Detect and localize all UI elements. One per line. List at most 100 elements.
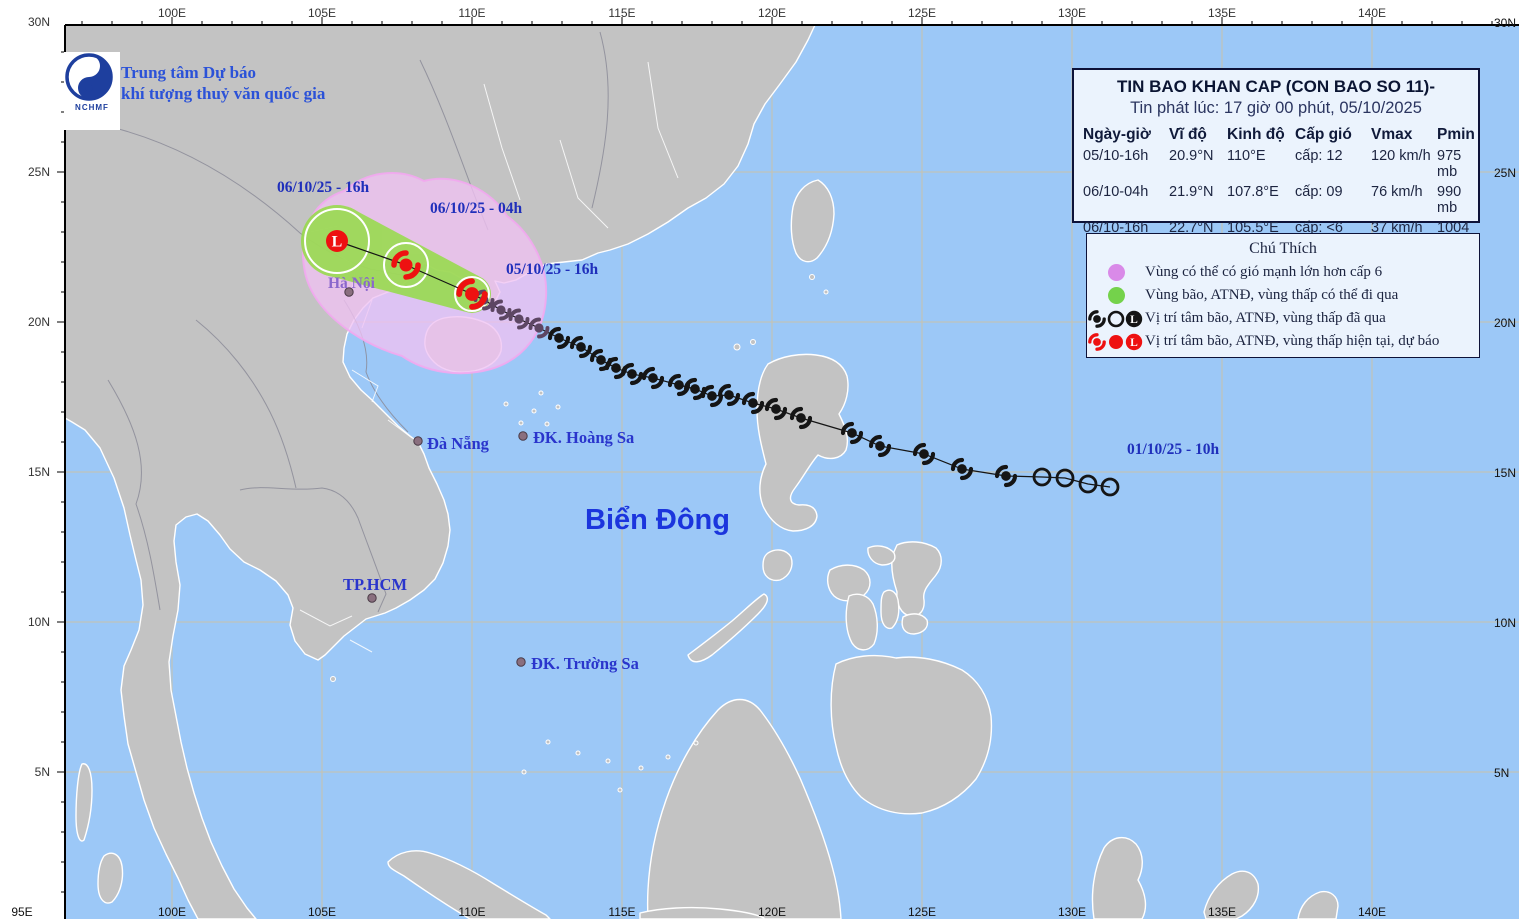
bulletin-cell: cấp: 12 <box>1295 148 1343 164</box>
cebu-island <box>880 589 900 630</box>
legend-item-current-forecast: L Vị trí tâm bão, ATNĐ, vùng thấp hiện t… <box>1087 330 1479 353</box>
current-forecast-icons: L <box>1088 332 1143 351</box>
bulletin-cell: 06/10-04h <box>1083 184 1149 200</box>
lat-label-left: 20N <box>28 315 50 329</box>
bulletin-col-header: Vĩ độ <box>1169 126 1207 143</box>
forecast-low-icon: L <box>326 230 348 252</box>
lat-label-right: 5N <box>1494 766 1509 780</box>
borneo-island <box>646 698 842 919</box>
track-date-label: 05/10/25 - 16h <box>506 261 599 278</box>
lon-label-bottom: 95E <box>11 905 32 919</box>
legend-item-violet-area: Vùng có thể có gió mạnh lớn hơn cấp 6 <box>1087 261 1479 284</box>
negros-island <box>845 593 878 651</box>
city-label: Hà Nội <box>328 275 376 292</box>
svg-text:L: L <box>332 234 343 251</box>
bulletin-cell: 110°E <box>1227 148 1266 164</box>
track-date-label: 06/10/25 - 04h <box>430 200 523 217</box>
lon-label-bottom: 105E <box>308 905 336 919</box>
legend-label: Vị trí tâm bão, ATNĐ, vùng thấp đã qua <box>1145 310 1386 326</box>
lon-label-top: 120E <box>758 6 786 20</box>
bulletin-cell: 05/10-16h <box>1083 148 1149 164</box>
nchmf-abbr: NCHMF <box>75 103 109 112</box>
forecast-uncertainty-circle <box>383 242 429 288</box>
bulletin-panel: TIN BAO KHAN CAP (CON BAO SO 11)- Tin ph… <box>1072 68 1480 252</box>
lat-label-right: 25N <box>1494 166 1516 180</box>
lon-label-top: 110E <box>458 6 485 20</box>
legend-label: Vị trí tâm bão, ATNĐ, vùng thấp hiện tại… <box>1145 333 1440 349</box>
lat-label-left: 25N <box>28 165 50 179</box>
lat-label-left: 10N <box>28 615 50 629</box>
luzon-island <box>756 353 849 532</box>
samar-leyte <box>891 541 942 617</box>
past-depression-ring-icon <box>1032 467 1052 487</box>
city-dot <box>413 436 423 446</box>
city-dot <box>344 287 354 297</box>
lat-label-left: 15N <box>28 465 50 479</box>
island-southeast-1 <box>1203 870 1260 919</box>
bulletin-cell: cấp: <6 <box>1295 220 1343 236</box>
bulletin-cell: 990 mb <box>1437 184 1462 216</box>
bulletin-table: Ngày-giờ Vĩ độ Kinh độ Cấp gió Vmax Pmin 05/10… <box>1074 126 1478 252</box>
lon-label-top: 100E <box>158 6 186 20</box>
taiwan-island <box>790 179 835 263</box>
andaman-islet-2 <box>97 852 124 904</box>
lon-label-bottom: 115E <box>608 905 635 919</box>
lat-label-right: 20N <box>1494 316 1516 330</box>
mindoro-island <box>762 549 793 582</box>
violet-area-icon <box>1107 264 1125 281</box>
bulletin-cell: 120 km/h <box>1371 148 1431 164</box>
axis-ticks-labels: 95E 100E 100E 105E 105E 110E 110E 115E 115E 120E 1… <box>11 6 1516 919</box>
mindanao-island <box>830 654 993 815</box>
track-date-label: 01/10/25 - 10h <box>1127 441 1220 458</box>
lon-label-bottom: 135E <box>1208 905 1236 919</box>
bulletin-issued-time: Tin phát lúc: 17 giờ 00 phút, 05/10/2025 <box>1130 99 1422 117</box>
bulletin-cell: 22.7°N <box>1169 220 1214 236</box>
legend-item-green-area: Vùng bão, ATNĐ, vùng thấp có thể đi qua <box>1087 284 1479 307</box>
legend-title: Chú Thích <box>1249 240 1317 257</box>
bulletin-cell: 37 km/h <box>1371 220 1423 236</box>
bulletin-cell: cấp: 09 <box>1295 184 1343 200</box>
lon-label-bottom: 130E <box>1058 905 1086 919</box>
legend-label: Vùng bão, ATNĐ, vùng thấp có thể đi qua <box>1145 287 1399 303</box>
lat-label-left: 30N <box>28 15 50 29</box>
sea-name-label: Biển Đông <box>585 504 730 536</box>
java-island <box>639 906 765 919</box>
city-dot <box>516 657 526 667</box>
masbate-island <box>867 545 896 566</box>
uncertainty-circles <box>304 208 490 312</box>
city-dot <box>367 593 377 603</box>
lat-label-right: 15N <box>1494 466 1516 480</box>
storm-track: L <box>326 230 1120 497</box>
agency-name: Trung tâm Dự báo khí tượng thuỷ văn quốc… <box>121 62 325 104</box>
green-area-icon <box>1107 287 1125 304</box>
bulletin-title: TIN BAO KHAN CAP (CON BAO SO 11)- <box>1117 77 1435 96</box>
island-southeast-2 <box>1297 890 1339 919</box>
lat-label-right: 10N <box>1494 616 1516 630</box>
map-labels: Hà Nội Đà Nẵng ĐK. Hoàng Sa TP.HCM ĐK. Trườn… <box>277 179 1220 673</box>
bulletin-cell: 21.9°N <box>1169 184 1214 200</box>
lon-label-bottom: 110E <box>458 905 485 919</box>
agency-logo: NCHMF <box>64 52 120 130</box>
lon-label-bottom: 140E <box>1358 905 1386 919</box>
lon-label-top: 105E <box>308 6 336 20</box>
legend-label: Vùng có thể có gió mạnh lớn hơn cấp 6 <box>1145 264 1383 280</box>
city-label: Đà Nẵng <box>427 434 490 453</box>
agency-name-line1: Trung tâm Dự báo <box>121 63 257 82</box>
sumatra-island <box>387 850 551 919</box>
bulletin-cell: 105.5°E <box>1227 220 1279 236</box>
lon-label-bottom: 125E <box>908 905 936 919</box>
bulletin-cell: 20.9°N <box>1169 148 1214 164</box>
svg-text:L: L <box>1130 337 1138 349</box>
palawan-island <box>687 593 769 663</box>
andaman-islet-1 <box>75 763 93 842</box>
lon-label-top: 135E <box>1208 6 1236 20</box>
lon-label-top: 125E <box>908 6 936 20</box>
forecast-uncertainty-circle <box>304 208 370 274</box>
bulletin-col-header: Ngày-giờ <box>1083 126 1151 143</box>
legend-panel: Chú Thích Vùng có thể có gió mạnh lớn hơ… <box>1086 233 1480 358</box>
legend-item-past-positions: L Vị trí tâm bão, ATNĐ, vùng thấp đã qua <box>1087 307 1479 330</box>
lon-label-top: 140E <box>1358 6 1386 20</box>
city-dot <box>518 431 528 441</box>
